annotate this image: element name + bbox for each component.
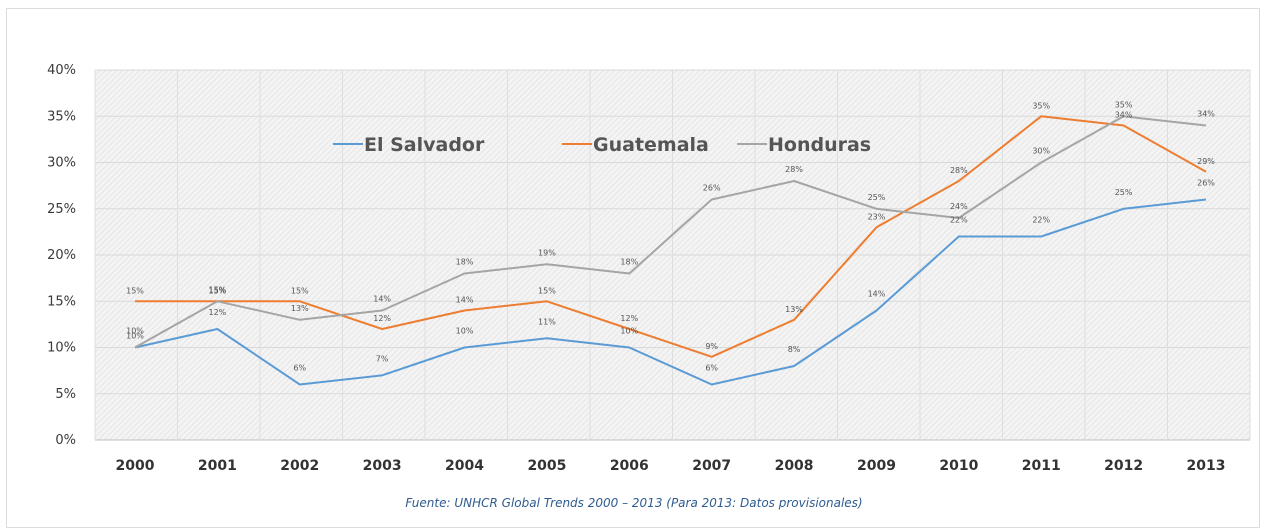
y-tick-label: 25% (47, 202, 76, 217)
legend-label: Guatemala (593, 134, 709, 156)
y-tick-label: 35% (47, 109, 76, 124)
x-tick-label: 2000 (116, 458, 155, 474)
data-label: 11% (538, 317, 556, 326)
data-label: 18% (620, 258, 638, 267)
y-tick-label: 30% (47, 156, 76, 171)
data-label: 15% (208, 285, 226, 294)
x-axis: 2000 2001 2002 2003 2004 2005 2006 2007 2008 2009… (116, 458, 1226, 474)
data-label: 8% (788, 345, 801, 354)
series-line-el-salvador (134, 198, 1207, 386)
data-label: 10% (456, 327, 474, 336)
series-lines (134, 115, 1207, 386)
x-tick-label: 2003 (363, 458, 402, 474)
data-label: 13% (291, 304, 309, 313)
y-tick-label: 15% (47, 294, 76, 309)
y-tick-label: 40% (47, 63, 76, 78)
y-tick-label: 0% (55, 433, 76, 448)
x-tick-label: 2013 (1187, 458, 1226, 474)
data-label: 18% (456, 258, 474, 267)
legend-label: Honduras (768, 134, 871, 156)
y-tick-label: 5% (55, 387, 76, 402)
data-label: 35% (1115, 100, 1133, 109)
x-tick-label: 2006 (610, 458, 649, 474)
data-label: 28% (950, 166, 968, 175)
x-tick-label: 2008 (775, 458, 814, 474)
data-label: 29% (1197, 157, 1215, 166)
x-tick-label: 2009 (857, 458, 896, 474)
series-line-guatemala (135, 115, 1207, 358)
data-label: 14% (373, 295, 391, 304)
x-tick-label: 2001 (198, 458, 237, 474)
data-label: 6% (705, 364, 718, 373)
data-label: 26% (1197, 179, 1215, 188)
data-label: 15% (126, 286, 144, 295)
data-label: 25% (868, 193, 886, 202)
data-label: 24% (950, 202, 968, 211)
data-label: 12% (208, 308, 226, 317)
data-label: 22% (950, 216, 968, 225)
gridlines (94, 69, 1251, 441)
data-label: 28% (785, 165, 803, 174)
data-label: 15% (208, 286, 226, 295)
data-label: 12% (373, 314, 391, 323)
x-tick-label: 2005 (527, 458, 566, 474)
data-label: 9% (705, 342, 718, 351)
data-labels: 10% 12% 6% 7% 10% 11% 10% 6% 8% 14% 22% 22% 25% 26% 15… (126, 100, 1215, 372)
data-label: 10% (126, 327, 144, 336)
y-axis: 0% 5% 10% 15% 20% 25% 30% 35% 40% (47, 63, 76, 448)
legend-label: El Salvador (364, 134, 485, 156)
series-line-honduras (134, 115, 1207, 349)
x-tick-label: 2007 (692, 458, 731, 474)
y-tick-label: 10% (47, 341, 76, 356)
data-label: 14% (868, 290, 886, 299)
data-label: 14% (456, 296, 474, 305)
data-label: 7% (376, 354, 389, 363)
y-tick-label: 20% (47, 248, 76, 263)
data-label: 10% (620, 327, 638, 336)
data-label: 10% (126, 332, 144, 341)
data-label: 23% (868, 212, 886, 221)
x-tick-label: 2011 (1022, 458, 1061, 474)
data-label: 12% (620, 314, 638, 323)
data-label: 34% (1115, 111, 1133, 120)
data-label: 26% (703, 184, 721, 193)
data-label: 15% (538, 286, 556, 295)
x-tick-label: 2002 (280, 458, 319, 474)
data-label: 25% (1115, 188, 1133, 197)
data-label: 15% (291, 286, 309, 295)
data-label: 30% (1032, 147, 1050, 156)
source-note: Fuente: UNHCR Global Trends 2000 – 2013 … (405, 496, 863, 510)
data-label: 35% (1032, 101, 1050, 110)
x-tick-label: 2012 (1104, 458, 1143, 474)
x-tick-label: 2010 (939, 458, 978, 474)
legend: El Salvador Guatemala Honduras (333, 134, 871, 156)
data-label: 19% (538, 248, 556, 257)
x-tick-label: 2004 (445, 458, 484, 474)
line-chart: 0%5%10%15%20%25%30%35%40% 2000 2001 2002 20… (47, 63, 1251, 474)
data-label: 13% (785, 305, 803, 314)
data-label: 34% (1197, 110, 1215, 119)
data-label: 6% (293, 364, 306, 373)
data-label: 22% (1032, 216, 1050, 225)
